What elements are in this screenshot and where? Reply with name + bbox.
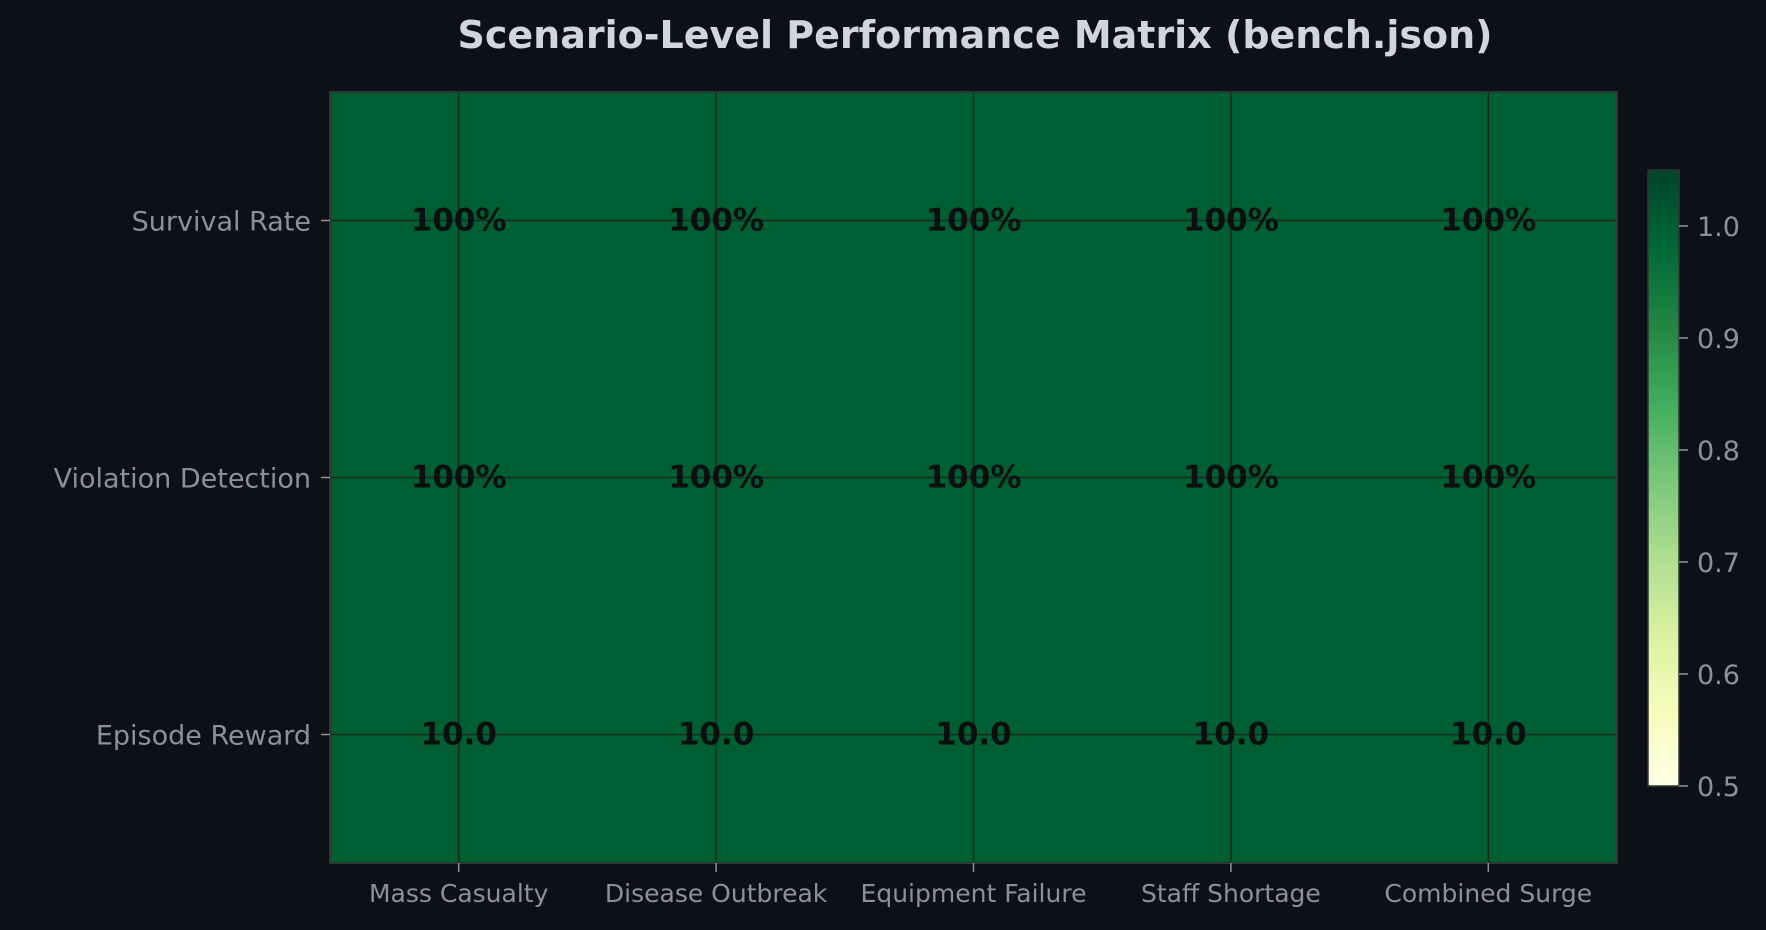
x-tick-label: Equipment Failure [861, 879, 1087, 908]
y-tick-label: Violation Detection [54, 464, 311, 495]
cell-value-label: 10.0 [420, 717, 497, 753]
colorbar-tick-label: 0.5 [1697, 772, 1740, 803]
cell-value-label: 10.0 [678, 717, 755, 753]
y-tick-label: Survival Rate [132, 207, 311, 238]
x-tick-label: Staff Shortage [1141, 879, 1321, 908]
x-tick-label: Disease Outbreak [605, 879, 828, 908]
colorbar-tick-label: 0.6 [1697, 660, 1740, 691]
cell-value-label: 100% [1440, 460, 1536, 496]
colorbar-tick-label: 0.8 [1697, 436, 1740, 467]
cell-value-label: 100% [926, 203, 1022, 239]
cell-value-label: 100% [1440, 203, 1536, 239]
colorbar-tick-label: 1.0 [1697, 212, 1740, 243]
colorbar-tick-label: 0.9 [1697, 324, 1740, 355]
x-tick-label: Combined Surge [1384, 879, 1592, 908]
x-tick-label: Mass Casualty [369, 879, 549, 908]
y-tick-label: Episode Reward [96, 721, 311, 752]
colorbar-gradient [1647, 169, 1680, 787]
cell-value-label: 100% [411, 203, 507, 239]
cell-value-label: 10.0 [1450, 717, 1527, 753]
cell-value-label: 100% [926, 460, 1022, 496]
cell-value-label: 100% [668, 460, 764, 496]
cell-value-label: 10.0 [935, 717, 1012, 753]
colorbar-tick-label: 0.7 [1697, 548, 1740, 579]
chart-title: Scenario-Level Performance Matrix (bench… [457, 13, 1492, 57]
heatmap-plot-area: 100% 100% 100% 100% 100% 100% 100% 100% 100% 100%… [54, 91, 1618, 908]
cell-value-label: 10.0 [1193, 717, 1270, 753]
cell-value-label: 100% [411, 460, 507, 496]
colorbar: 0.5 0.6 0.7 0.8 0.9 1.0 [1647, 169, 1740, 803]
cell-value-label: 100% [1183, 460, 1279, 496]
cell-value-label: 100% [668, 203, 764, 239]
cell-value-label: 100% [1183, 203, 1279, 239]
